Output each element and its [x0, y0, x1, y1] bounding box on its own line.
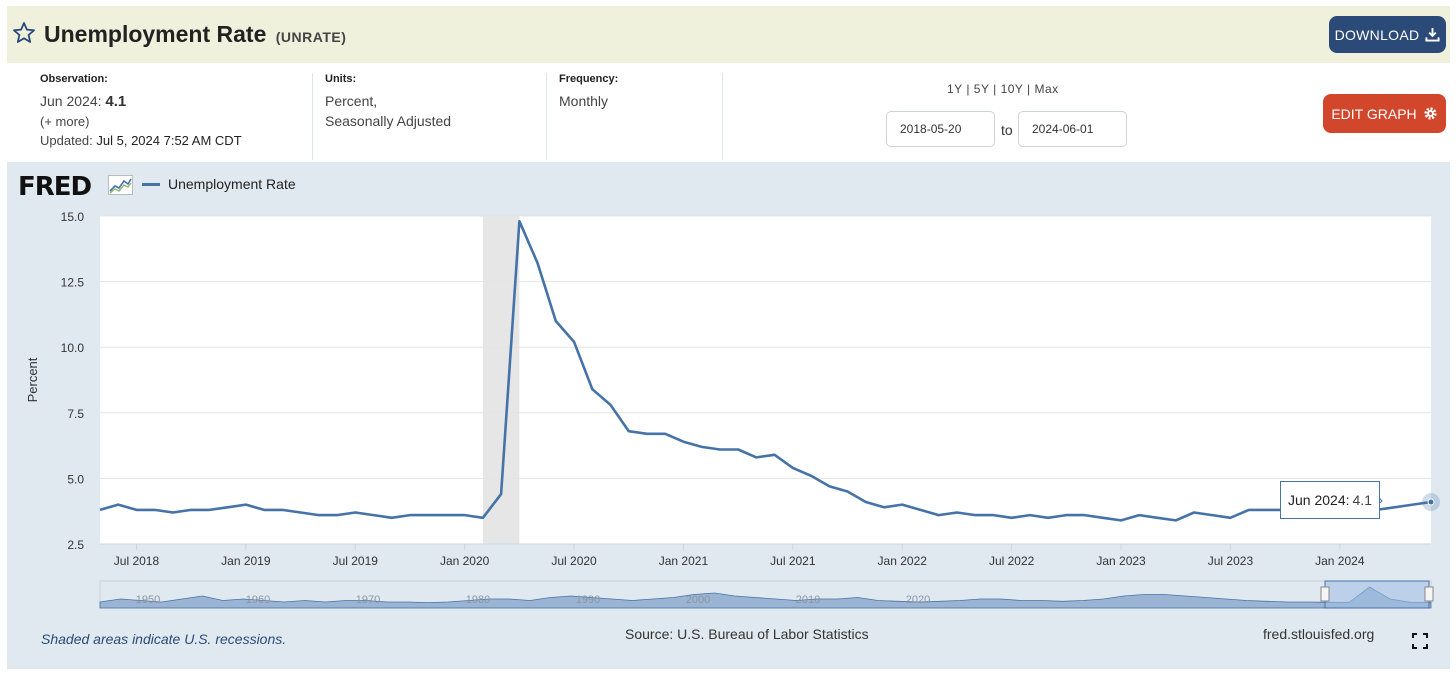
end-date-input[interactable]	[1018, 111, 1127, 147]
plot-area	[100, 216, 1431, 544]
range-10y-link[interactable]: 10Y	[1000, 82, 1024, 96]
updated-line: Updated: Jul 5, 2024 7:52 AM CDT	[40, 131, 312, 150]
x-tick-label: Jul 2019	[333, 554, 379, 568]
tooltip-date: Jun 2024:	[1288, 492, 1350, 508]
date-range-to-label: to	[1001, 122, 1013, 138]
series-title-text: Unemployment Rate	[44, 21, 267, 47]
download-label: DOWNLOAD	[1334, 26, 1420, 43]
x-tick-label: Jan 2024	[1315, 554, 1365, 568]
range-separator: |	[966, 82, 970, 96]
x-tick-label: Jan 2022	[878, 554, 928, 568]
fullscreen-icon[interactable]	[1412, 633, 1428, 649]
navigator-year-label: 2010	[796, 594, 820, 606]
x-tick-label: Jul 2018	[114, 554, 160, 568]
units-value-line1: Percent,	[325, 93, 378, 109]
fred-logo[interactable]: FRED	[18, 172, 92, 202]
navigator-year-label: 1960	[246, 594, 270, 606]
observation-date: Jun 2024:	[40, 93, 102, 109]
navigator-year-label: 1980	[466, 594, 490, 606]
series-header	[7, 6, 1450, 63]
x-tick-label: Jan 2021	[659, 554, 709, 568]
edit-graph-label: EDIT GRAPH	[1331, 105, 1417, 122]
gear-icon	[1424, 107, 1437, 120]
source-note[interactable]: Source: U.S. Bureau of Labor Statistics	[625, 626, 869, 642]
range-5y-link[interactable]: 5Y	[973, 82, 990, 96]
legend-swatch	[142, 182, 160, 186]
navigator-handle[interactable]	[1424, 586, 1434, 602]
fred-logo-graph-icon	[108, 175, 133, 195]
start-date-input[interactable]	[886, 111, 995, 147]
download-icon	[1425, 27, 1440, 42]
x-tick-label: Jan 2023	[1096, 554, 1146, 568]
range-1y-link[interactable]: 1Y	[947, 82, 963, 96]
y-tick-label: 10.0	[61, 341, 85, 355]
y-tick-label: 15.0	[61, 210, 85, 224]
units-block: Units: Percent, Seasonally Adjusted	[325, 73, 547, 160]
observation-value: 4.1	[105, 93, 127, 110]
navigator-year-label: 1970	[356, 594, 380, 606]
y-tick-label: 2.5	[67, 538, 84, 552]
recession-note: Shaded areas indicate U.S. recessions.	[41, 631, 287, 647]
range-separator: |	[993, 82, 997, 96]
line-chart[interactable]: 15.0 12.5 10.0 7.5 5.0 2.5 Percent Jul 2018 Jan …	[7, 162, 1450, 669]
y-tick-label: 12.5	[61, 276, 85, 290]
navigator-year-label: 2000	[686, 594, 710, 606]
observation-label: Observation:	[40, 73, 108, 85]
navigator-year-label: 1990	[576, 594, 600, 606]
range-max-link[interactable]: Max	[1034, 82, 1059, 96]
y-axis-label: Percent	[25, 357, 40, 402]
navigator-year-label: 1950	[136, 594, 160, 606]
x-tick-label: Jul 2022	[989, 554, 1035, 568]
x-tick-label: Jul 2020	[551, 554, 597, 568]
download-button[interactable]: DOWNLOAD	[1329, 16, 1446, 53]
x-tick-label: Jul 2021	[770, 554, 816, 568]
data-tooltip: Jun 2024: 4.1	[1280, 481, 1380, 519]
units-value-line2: Seasonally Adjusted	[325, 113, 452, 129]
series-meta-panel: Observation: Jun 2024: 4.1 (+ more) Upda…	[7, 63, 1450, 162]
legend-label: Unemployment Rate	[168, 176, 296, 192]
observation-block: Observation: Jun 2024: 4.1 (+ more) Upda…	[40, 73, 313, 160]
chart-legend: Unemployment Rate	[142, 176, 296, 192]
navigator-year-label: 2020	[906, 594, 930, 606]
frequency-block: Frequency: Monthly	[559, 73, 723, 160]
x-tick-label: Jul 2023	[1208, 554, 1254, 568]
navigator-selection[interactable]	[1324, 580, 1430, 609]
series-id: (UNRATE)	[275, 29, 347, 45]
frequency-value: Monthly	[559, 93, 609, 109]
x-tick-label: Jan 2019	[221, 554, 271, 568]
frequency-label: Frequency:	[559, 73, 619, 85]
navigator-history	[99, 586, 1432, 609]
y-tick-label: 7.5	[67, 407, 84, 421]
edit-graph-button[interactable]: EDIT GRAPH	[1323, 94, 1446, 133]
date-range-shortcuts: 1Y | 5Y | 10Y | Max	[947, 82, 1059, 96]
tooltip-value: 4.1	[1352, 492, 1372, 508]
navigator-handle[interactable]	[1320, 586, 1330, 602]
hover-point	[1427, 498, 1435, 506]
observation-line: Jun 2024: 4.1	[40, 91, 312, 112]
y-tick-label: 5.0	[67, 472, 84, 486]
star-outline-icon[interactable]	[12, 21, 36, 45]
updated-label: Updated:	[40, 133, 93, 148]
page-title: Unemployment Rate (UNRATE)	[44, 21, 346, 48]
more-observations-link[interactable]: (+ more)	[40, 114, 90, 129]
range-separator: |	[1027, 82, 1031, 96]
x-tick-label: Jan 2020	[440, 554, 490, 568]
updated-value: Jul 5, 2024 7:52 AM CDT	[96, 133, 242, 148]
graph-panel: FRED Unemployment Rate 15.0 12.5 10.0 7.5 5.…	[7, 162, 1450, 669]
series-line	[99, 219, 1432, 522]
site-note[interactable]: fred.stlouisfed.org	[1263, 626, 1375, 642]
units-label: Units:	[325, 73, 357, 85]
